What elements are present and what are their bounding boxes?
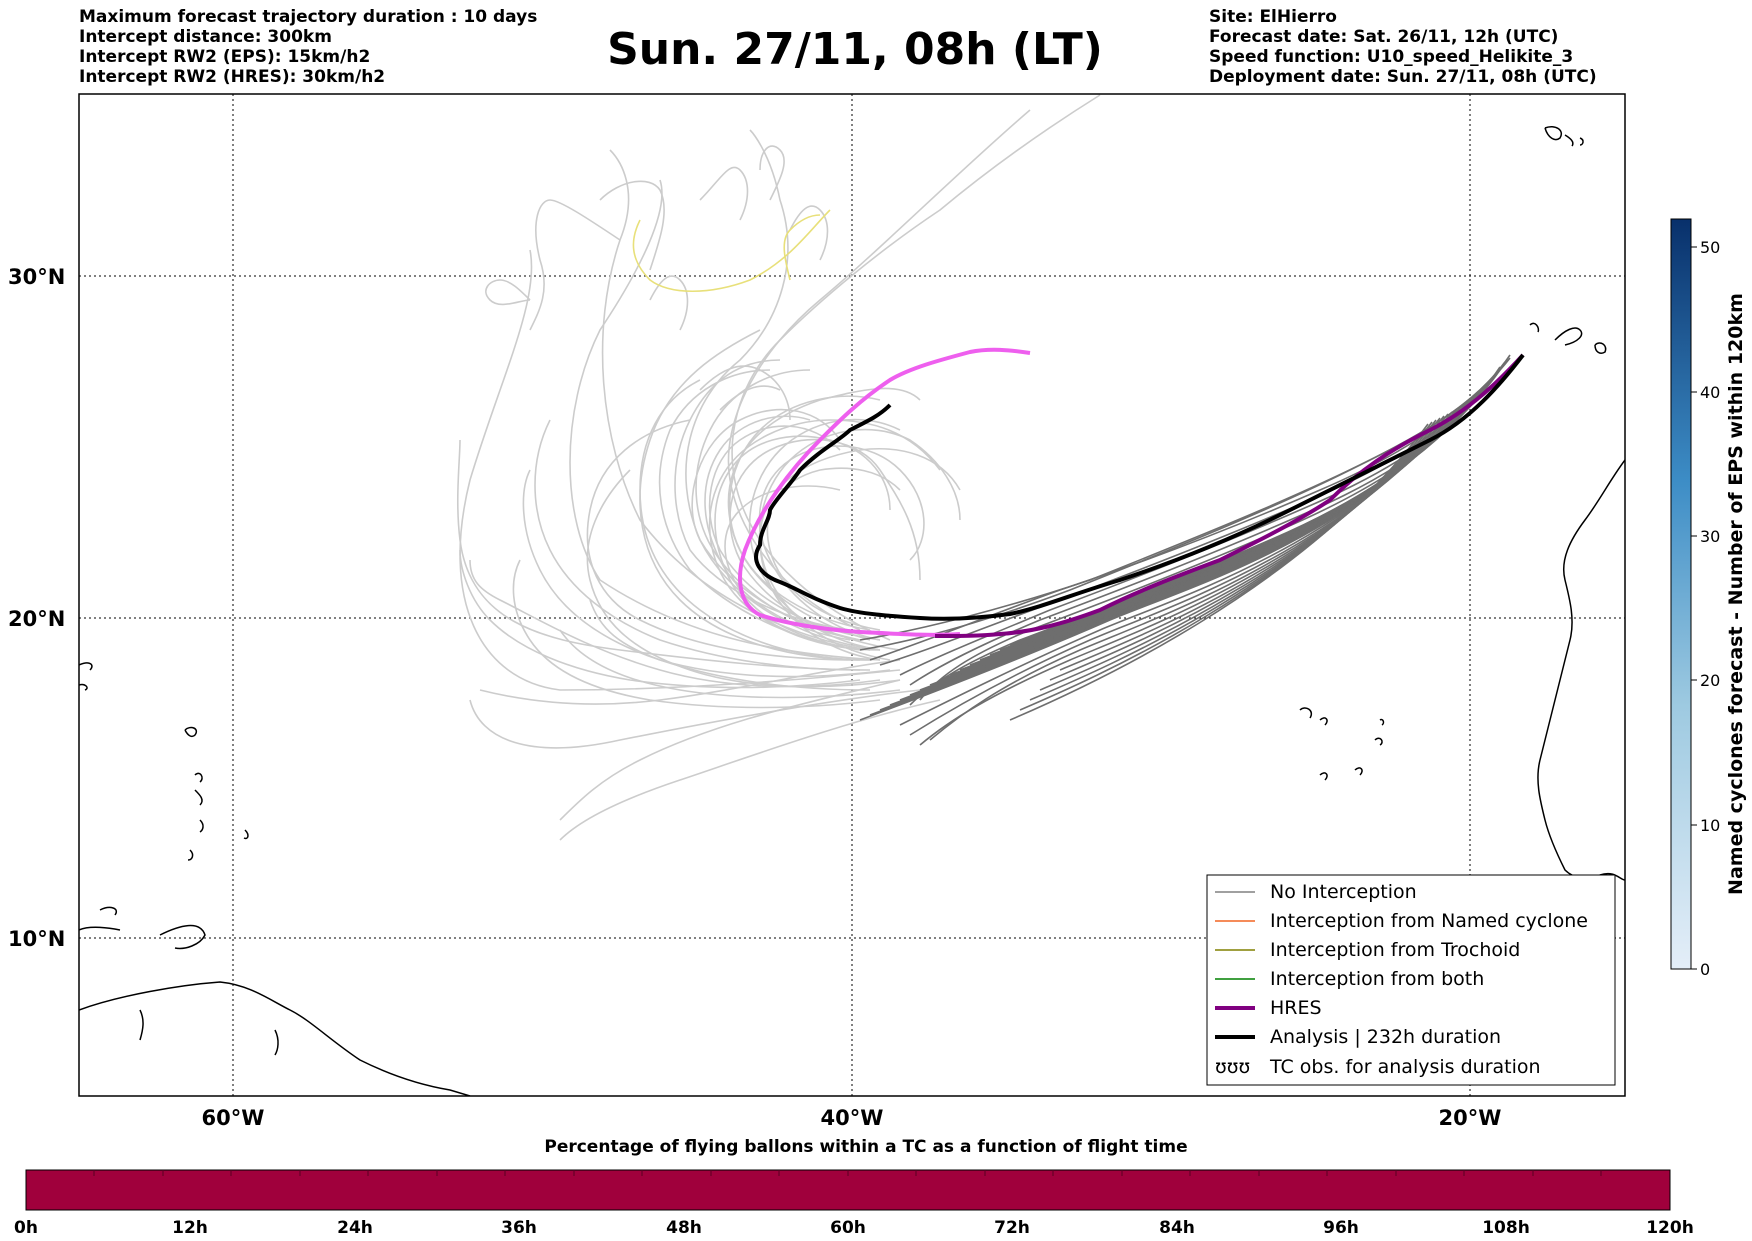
map-title: Sun. 27/11, 08h (LT) — [607, 24, 1103, 75]
legend-label-analysis: Analysis | 232h duration — [1270, 1026, 1501, 1048]
colorbar-bottom-tick-84h: 84h — [1159, 1218, 1195, 1238]
legend-label-named-cyclone: Interception from Named cyclone — [1270, 910, 1588, 932]
header-intercept-hres: Intercept RW2 (HRES): 30km/h2 — [79, 67, 386, 87]
header-site: Site: ElHierro — [1209, 7, 1337, 27]
lon-label-20w: 20°W — [1439, 1106, 1502, 1130]
legend-label-hres: HRES — [1270, 997, 1322, 1019]
lon-label-60w: 60°W — [202, 1106, 265, 1130]
colorbar-bottom-minor-ticks — [93, 1170, 1602, 1176]
colorbar-bottom-tick-96h: 96h — [1323, 1218, 1359, 1238]
header-intercept-eps: Intercept RW2 (EPS): 15km/h2 — [79, 47, 371, 67]
colorbar-tick-40: 40 — [1700, 383, 1720, 402]
colorbar-right-label: Named cyclones forecast - Number of EPS … — [1725, 293, 1747, 895]
colorbar-bottom-tick-0h: 0h — [14, 1218, 38, 1238]
legend-label-trochoid: Interception from Trochoid — [1270, 939, 1520, 961]
legend-label-tc-obs: TC obs. for analysis duration — [1269, 1056, 1541, 1078]
legend: No Interception Interception from Named … — [1206, 874, 1616, 1086]
header-speed-function: Speed function: U10_speed_Helikite_3 — [1209, 47, 1574, 67]
legend-box — [1206, 874, 1616, 1086]
colorbar-bottom: Percentage of flying ballons within a TC… — [14, 1137, 1694, 1238]
hres-track-magenta — [738, 347, 1031, 637]
header-left: Maximum forecast trajectory duration : 1… — [79, 7, 537, 87]
lon-label-40w: 40°W — [821, 1106, 884, 1130]
eps-trajectories-light — [456, 94, 1101, 841]
hres-track-purple — [934, 353, 1525, 638]
analysis-track — [754, 353, 1525, 621]
colorbar-tick-0: 0 — [1700, 960, 1710, 979]
header-deployment-date: Deployment date: Sun. 27/11, 08h (UTC) — [1209, 67, 1597, 87]
eps-trajectories-dark — [859, 354, 1511, 746]
colorbar-tick-10: 10 — [1700, 816, 1720, 835]
yellow-track — [632, 209, 831, 292]
legend-swatch-tc-obs: ʊʊʊ — [1215, 1056, 1250, 1078]
colorbar-bottom-label: Percentage of flying ballons within a TC… — [544, 1137, 1187, 1157]
colorbar-right-gradient — [1670, 218, 1692, 970]
header-right: Site: ElHierro Forecast date: Sat. 26/11… — [1209, 7, 1597, 87]
coastlines — [79, 126, 1625, 1096]
lat-label-10n: 10°N — [8, 927, 65, 951]
lat-label-20n: 20°N — [8, 607, 65, 631]
colorbar-tick-20: 20 — [1700, 671, 1720, 690]
colorbar-bottom-tick-24h: 24h — [337, 1218, 373, 1238]
legend-label-no-interception: No Interception — [1270, 881, 1417, 903]
colorbar-bottom-tick-36h: 36h — [501, 1218, 537, 1238]
colorbar-right: 0 10 20 30 40 50 Named cyclones forecast… — [1670, 218, 1747, 979]
header-forecast-date: Forecast date: Sat. 26/11, 12h (UTC) — [1209, 27, 1559, 47]
colorbar-bottom-tick-48h: 48h — [666, 1218, 702, 1238]
colorbar-bottom-tick-120h: 120h — [1646, 1218, 1694, 1238]
colorbar-bottom-tick-60h: 60h — [830, 1218, 866, 1238]
legend-label-both: Interception from both — [1270, 968, 1484, 990]
colorbar-tick-30: 30 — [1700, 527, 1720, 546]
header-intercept-distance: Intercept distance: 300km — [79, 27, 332, 47]
header-max-duration: Maximum forecast trajectory duration : 1… — [79, 7, 538, 27]
colorbar-bottom-tick-72h: 72h — [994, 1218, 1030, 1238]
colorbar-bottom-bar — [25, 1169, 1671, 1211]
colorbar-bottom-tick-108h: 108h — [1482, 1218, 1530, 1238]
colorbar-bottom-tick-12h: 12h — [172, 1218, 208, 1238]
map-frame — [78, 93, 1626, 1097]
colorbar-tick-50: 50 — [1700, 238, 1720, 257]
yellow-track-2 — [783, 214, 821, 281]
lat-label-30n: 30°N — [8, 265, 65, 289]
